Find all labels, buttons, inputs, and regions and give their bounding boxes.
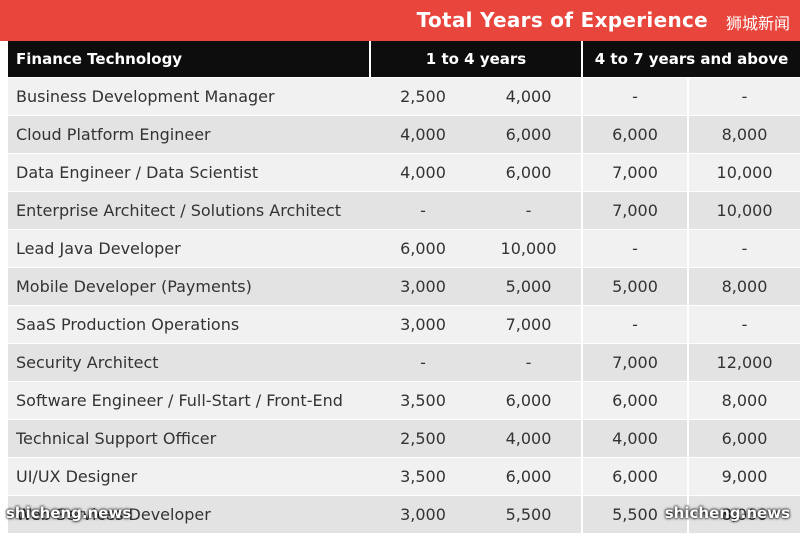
salary-cell: 8,000 bbox=[688, 116, 800, 154]
salary-cell: - bbox=[688, 230, 800, 268]
table-row: Enterprise Architect / Solutions Archite… bbox=[8, 192, 800, 230]
role-cell: Business Development Manager bbox=[8, 78, 370, 116]
salary-cell: 3,000 bbox=[370, 268, 476, 306]
salary-cell: - bbox=[582, 230, 688, 268]
role-cell: SaaS Production Operations bbox=[8, 306, 370, 344]
role-cell: UI/UX Designer bbox=[8, 458, 370, 496]
salary-cell: - bbox=[582, 78, 688, 116]
salary-cell: 6,000 bbox=[476, 382, 582, 420]
salary-cell: 6,000 bbox=[370, 230, 476, 268]
salary-cell: 7,000 bbox=[582, 154, 688, 192]
salary-cell: 3,500 bbox=[370, 382, 476, 420]
role-cell: Cloud Platform Engineer bbox=[8, 116, 370, 154]
salary-cell: 5,500 bbox=[476, 496, 582, 533]
salary-cell: 12,000 bbox=[688, 344, 800, 382]
watermark-left: shicheng.news bbox=[6, 504, 131, 522]
salary-cell: 6,000 bbox=[582, 458, 688, 496]
salary-cell: 9,000 bbox=[688, 458, 800, 496]
salary-cell: 4,000 bbox=[370, 116, 476, 154]
salary-cell: 6,000 bbox=[476, 116, 582, 154]
role-cell: Security Architect bbox=[8, 344, 370, 382]
salary-cell: 5,000 bbox=[476, 268, 582, 306]
salary-cell: 10,000 bbox=[688, 192, 800, 230]
salary-cell: 7,000 bbox=[582, 344, 688, 382]
role-cell: Data Engineer / Data Scientist bbox=[8, 154, 370, 192]
table-row: Software Engineer / Full-Start / Front-E… bbox=[8, 382, 800, 420]
banner-title: Total Years of Experience bbox=[417, 8, 708, 32]
salary-cell: 3,000 bbox=[370, 306, 476, 344]
salary-cell: 6,000 bbox=[688, 420, 800, 458]
salary-cell: 4,000 bbox=[476, 420, 582, 458]
salary-cell: 6,000 bbox=[582, 382, 688, 420]
salary-cell: 8,000 bbox=[688, 382, 800, 420]
salary-cell: 10,000 bbox=[476, 230, 582, 268]
salary-cell: 2,500 bbox=[370, 420, 476, 458]
salary-cell: 2,500 bbox=[370, 78, 476, 116]
salary-table: Finance Technology 1 to 4 years 4 to 7 y… bbox=[8, 41, 800, 533]
salary-cell: 5,000 bbox=[582, 268, 688, 306]
header-finance-technology: Finance Technology bbox=[8, 41, 370, 78]
salary-cell: 7,000 bbox=[582, 192, 688, 230]
salary-cell: 3,000 bbox=[370, 496, 476, 533]
salary-cell: 4,000 bbox=[476, 78, 582, 116]
salary-cell: 6,000 bbox=[476, 458, 582, 496]
salary-cell: - bbox=[370, 344, 476, 382]
salary-cell: 10,000 bbox=[688, 154, 800, 192]
salary-cell: 7,000 bbox=[476, 306, 582, 344]
salary-cell: 4,000 bbox=[370, 154, 476, 192]
salary-cell: 6,000 bbox=[476, 154, 582, 192]
salary-cell: - bbox=[688, 78, 800, 116]
title-banner: Total Years of Experience 狮城新闻 bbox=[0, 0, 800, 41]
header-4-to-7-years: 4 to 7 years and above bbox=[582, 41, 800, 78]
salary-cell: - bbox=[476, 344, 582, 382]
role-cell: Enterprise Architect / Solutions Archite… bbox=[8, 192, 370, 230]
salary-cell: - bbox=[688, 306, 800, 344]
salary-cell: 4,000 bbox=[582, 420, 688, 458]
salary-cell: 3,500 bbox=[370, 458, 476, 496]
salary-cell: 8,000 bbox=[688, 268, 800, 306]
salary-cell: - bbox=[476, 192, 582, 230]
watermark-right: shicheng.news bbox=[665, 504, 790, 522]
role-cell: Lead Java Developer bbox=[8, 230, 370, 268]
header-1-to-4-years: 1 to 4 years bbox=[370, 41, 582, 78]
banner-chinese-label: 狮城新闻 bbox=[726, 10, 790, 34]
role-cell: Mobile Developer (Payments) bbox=[8, 268, 370, 306]
salary-cell: 6,000 bbox=[582, 116, 688, 154]
table-header-row: Finance Technology 1 to 4 years 4 to 7 y… bbox=[8, 41, 800, 78]
salary-cell: - bbox=[582, 306, 688, 344]
role-cell: Software Engineer / Full-Start / Front-E… bbox=[8, 382, 370, 420]
role-cell: Technical Support Officer bbox=[8, 420, 370, 458]
salary-cell: - bbox=[370, 192, 476, 230]
